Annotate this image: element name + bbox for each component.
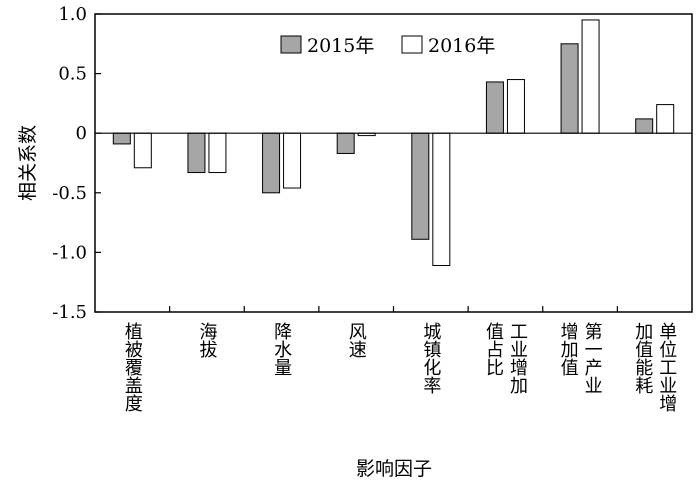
category-label: 第一产业	[582, 322, 603, 394]
category-label: 海拔	[196, 322, 217, 359]
y-tick-label: 1.0	[58, 4, 87, 25]
legend-label-2015: 2015年	[307, 35, 374, 57]
bar-2016-7	[656, 104, 675, 134]
legend-swatch-2015	[280, 35, 302, 54]
y-tick-label: 0.5	[58, 64, 87, 85]
category-label: 城镇化率	[420, 322, 441, 394]
legend-swatch-2016	[401, 35, 423, 54]
bar-2015-7	[635, 118, 654, 134]
x-ticks-layer	[169, 306, 618, 312]
bar-2016-5	[506, 79, 525, 134]
category-label: 单位工业增	[656, 322, 677, 412]
category-label: 增加值	[558, 322, 579, 376]
category-label: 工业增加	[507, 322, 528, 394]
legend-label-2016: 2016年	[428, 35, 495, 57]
legend: 2015年 2016年	[280, 35, 495, 57]
bar-2016-4	[432, 132, 451, 267]
y-tick-label: 0	[76, 123, 87, 144]
bar-2016-1	[208, 132, 227, 174]
bar-2015-6	[560, 43, 579, 134]
category-label: 值占比	[483, 322, 504, 376]
category-label: 风速	[346, 322, 367, 358]
bars-layer	[112, 19, 675, 267]
bar-2015-1	[187, 132, 206, 174]
x-axis-title: 影响因子	[356, 458, 432, 480]
bar-2016-0	[133, 132, 152, 169]
y-tick-label: -1.5	[52, 302, 87, 323]
bar-2015-5	[485, 81, 504, 134]
plot-frame	[94, 13, 693, 313]
y-tick-label: -0.5	[52, 183, 87, 204]
category-label: 植被覆盖度	[122, 322, 143, 412]
y-tick-label: -1.0	[52, 242, 87, 263]
bar-2015-0	[112, 132, 131, 145]
bar-2016-2	[283, 132, 302, 189]
y-axis-title: 相关系数	[17, 125, 39, 201]
category-label: 加值能耗	[632, 322, 653, 394]
y-ticks-layer: 1.0 0.5 0 -0.5 -1.0 -1.5	[52, 4, 101, 323]
bar-2015-3	[336, 132, 355, 154]
bar-2016-6	[581, 19, 600, 134]
bar-2015-2	[262, 132, 281, 194]
category-label: 降水量	[271, 322, 292, 376]
bar-2015-4	[411, 132, 430, 240]
